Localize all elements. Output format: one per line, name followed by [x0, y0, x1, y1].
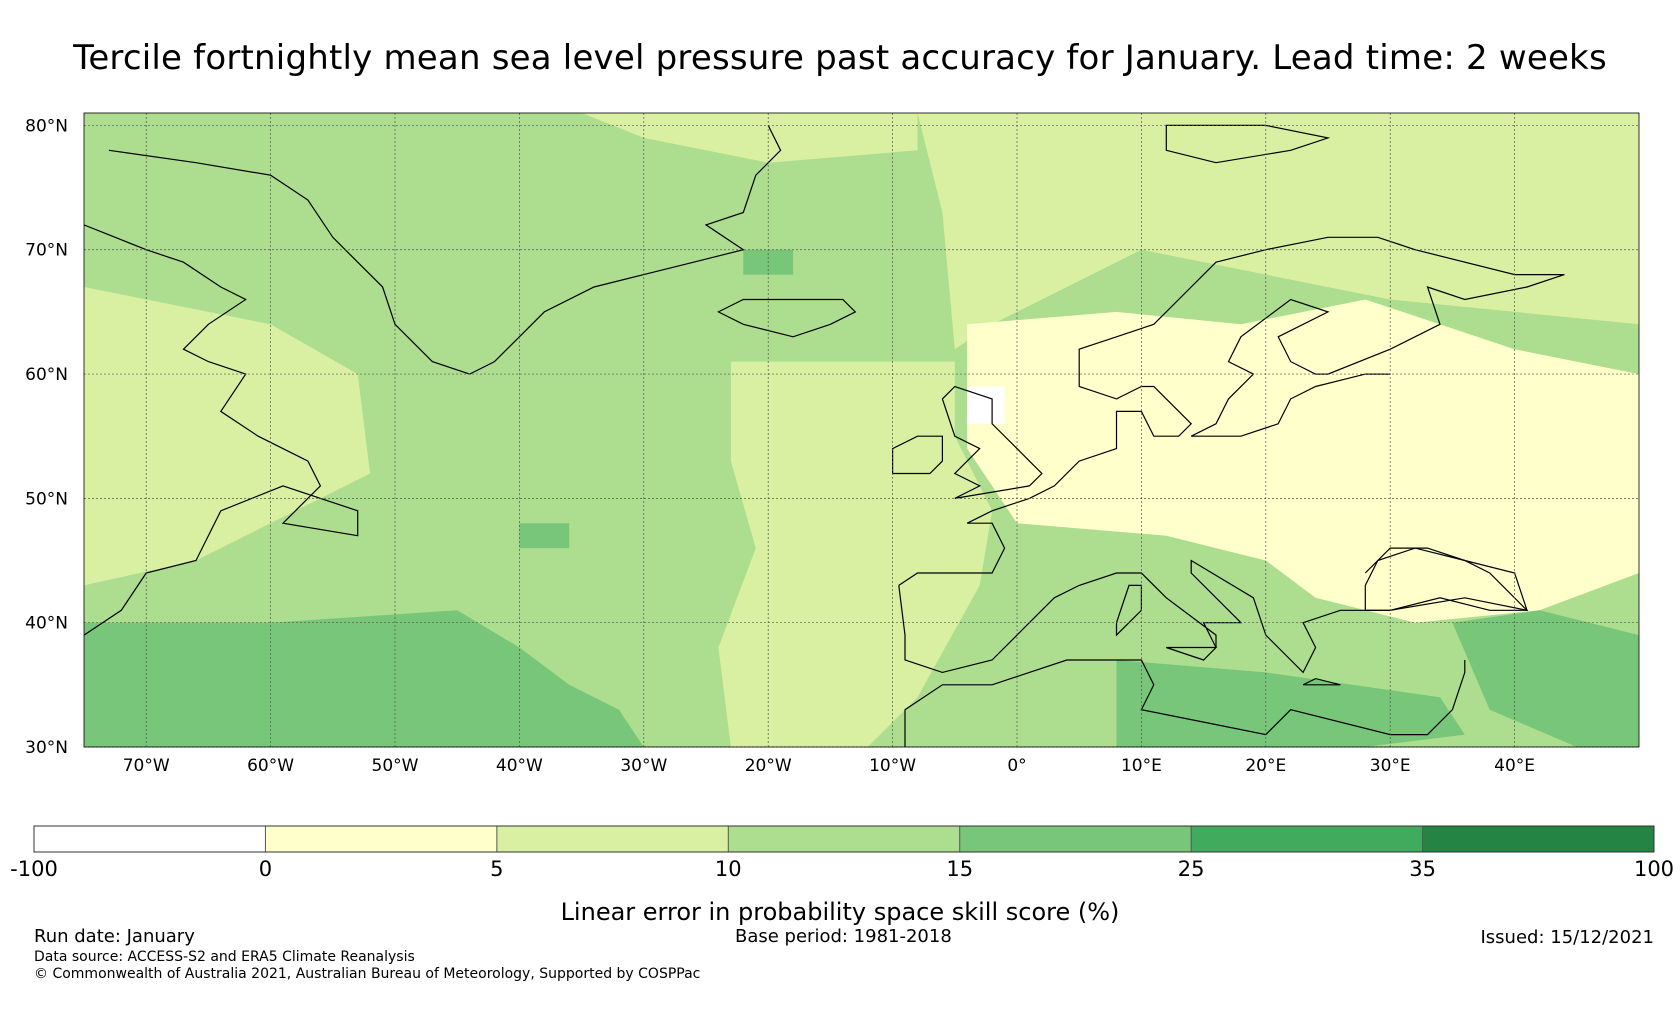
lat-tick-label: 40°N — [25, 614, 68, 634]
lat-tick-label: 50°N — [25, 489, 68, 509]
lon-tick-label: 40°E — [1494, 756, 1535, 776]
corsica-sardinia-coast — [1115, 584, 1142, 637]
copyright: © Commonwealth of Australia 2021, Austra… — [34, 966, 701, 982]
region-labrador — [84, 287, 371, 586]
skill-regions — [84, 113, 1639, 747]
lon-tick-label: 20°W — [745, 756, 792, 776]
lon-tick-label: 60°W — [247, 756, 294, 776]
colorbar-segment — [1422, 826, 1654, 852]
data-source: Data source: ACCESS-S2 and ERA5 Climate … — [34, 949, 415, 965]
colorbar-tick-label: -100 — [10, 857, 58, 881]
lat-tick-label: 30°N — [25, 738, 68, 758]
region-mid-atlantic-patch — [519, 523, 570, 549]
region-southwest-atlantic — [84, 610, 644, 747]
colorbar-tick-label: 5 — [490, 857, 503, 881]
base-period: Base period: 1981-2018 — [735, 926, 952, 947]
region-denmark-strait — [693, 187, 843, 263]
great-britain-coast — [941, 385, 1043, 499]
colorbar-segment — [1191, 826, 1423, 852]
region-middle-east — [1452, 610, 1639, 747]
lon-tick-label: 10°W — [869, 756, 916, 776]
northern-europe-coast — [898, 236, 1565, 586]
north-america-coast — [84, 224, 359, 636]
lat-tick-label: 70°N — [25, 241, 68, 261]
longitude-axis: 70°W 60°W 50°W 40°W 30°W 20°W 10°W 0° 10°E 20°E 30… — [123, 756, 1535, 776]
lat-tick-label: 60°N — [25, 365, 68, 385]
colorbar-tick-label: 0 — [259, 857, 272, 881]
region-europe — [967, 299, 1639, 623]
lon-tick-label: 50°W — [372, 756, 419, 776]
sicily-coast — [1166, 646, 1218, 661]
iceland-coast — [717, 298, 857, 338]
latitude-axis: 80°N 70°N 60°N 50°N 40°N 30°N — [25, 116, 68, 758]
lat-tick-label: 80°N — [25, 116, 68, 136]
lon-tick-label: 70°W — [123, 756, 170, 776]
colorbar: -100 0 5 10 15 25 35 100 — [10, 825, 1674, 881]
run-date: Run date: January — [34, 926, 195, 947]
lon-tick-label: 30°W — [620, 756, 667, 776]
region-white-spot — [967, 386, 1005, 424]
colorbar-outline — [33, 825, 1655, 853]
issued-date: Issued: 15/12/2021 — [1480, 927, 1654, 948]
colorbar-segment — [728, 826, 960, 852]
colorbar-label: Linear error in probability space skill … — [560, 898, 1120, 926]
lon-tick-label: 30°E — [1370, 756, 1411, 776]
lon-tick-label: 40°W — [496, 756, 543, 776]
greenland-coast — [108, 125, 782, 375]
colorbar-tick-label: 10 — [715, 857, 742, 881]
map-frame — [83, 112, 1640, 748]
colorbar-tick-label: 35 — [1409, 857, 1436, 881]
colorbar-segment — [34, 826, 266, 852]
region-east-atlantic — [718, 361, 993, 747]
colorbar-tick-label: 25 — [1178, 857, 1205, 881]
black-sea-coast — [1364, 547, 1529, 611]
colorbar-tick-label: 15 — [946, 857, 973, 881]
lon-tick-label: 10°E — [1121, 756, 1162, 776]
coastlines — [84, 124, 1565, 747]
colorbar-segment — [496, 826, 729, 852]
region-northwest — [84, 113, 420, 238]
north-africa-coast — [904, 659, 1466, 747]
region-norwegian-sea — [917, 113, 1639, 350]
page-title: Tercile fortnightly mean sea level press… — [73, 38, 1607, 78]
lon-tick-label: 0° — [1007, 756, 1026, 776]
region-north-africa — [1116, 660, 1465, 747]
ireland-coast — [892, 435, 943, 475]
colorbar-segment — [265, 826, 497, 852]
lon-tick-label: 20°E — [1245, 756, 1286, 776]
colorbar-tick-label: 100 — [1634, 857, 1674, 881]
map-area — [83, 112, 1640, 748]
colorbar-segment — [959, 826, 1192, 852]
crete-coast — [1302, 677, 1341, 686]
southern-europe-coast — [898, 547, 1528, 674]
